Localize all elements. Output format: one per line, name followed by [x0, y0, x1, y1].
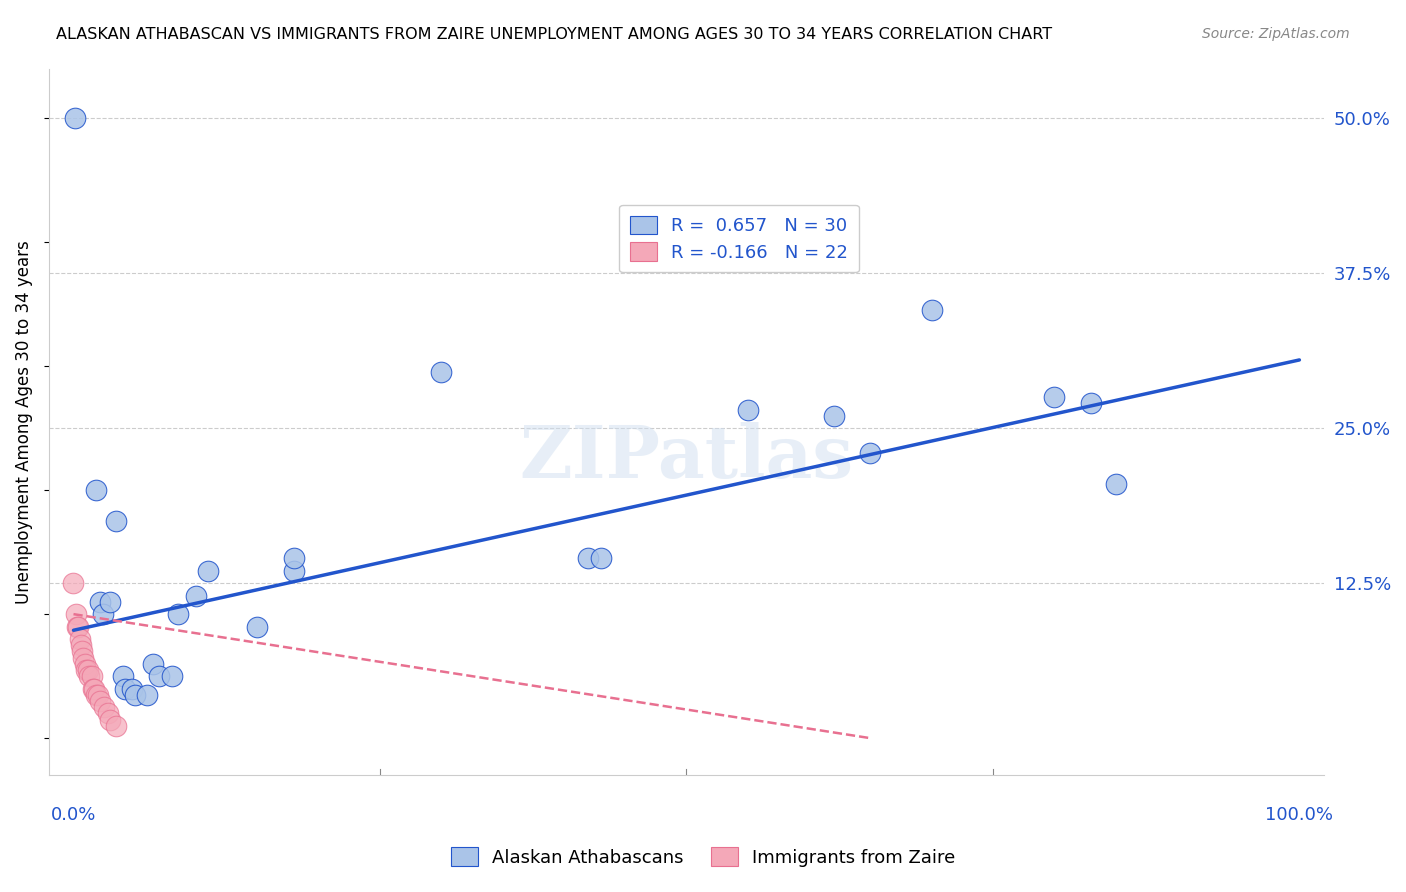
Point — [1104, 477, 1126, 491]
Point — [98, 595, 121, 609]
Point — [89, 595, 111, 609]
Legend: Alaskan Athabascans, Immigrants from Zaire: Alaskan Athabascans, Immigrants from Zai… — [443, 840, 963, 874]
Point — [93, 700, 115, 714]
Point — [111, 669, 134, 683]
Point — [83, 681, 105, 696]
Legend: R =  0.657   N = 30, R = -0.166   N = 22: R = 0.657 N = 30, R = -0.166 N = 22 — [619, 205, 859, 272]
Point — [246, 619, 269, 633]
Point — [84, 483, 107, 497]
Point — [136, 688, 159, 702]
Point — [859, 446, 882, 460]
Point — [105, 514, 128, 528]
Point — [62, 576, 84, 591]
Point — [737, 402, 759, 417]
Point — [589, 551, 612, 566]
Point — [70, 638, 93, 652]
Point — [89, 694, 111, 708]
Point — [67, 619, 90, 633]
Text: 100.0%: 100.0% — [1265, 806, 1333, 824]
Point — [823, 409, 845, 423]
Point — [87, 688, 110, 702]
Point — [79, 669, 101, 683]
Y-axis label: Unemployment Among Ages 30 to 34 years: Unemployment Among Ages 30 to 34 years — [15, 240, 32, 604]
Point — [66, 619, 89, 633]
Point — [72, 650, 94, 665]
Text: ALASKAN ATHABASCAN VS IMMIGRANTS FROM ZAIRE UNEMPLOYMENT AMONG AGES 30 TO 34 YEA: ALASKAN ATHABASCAN VS IMMIGRANTS FROM ZA… — [56, 27, 1052, 42]
Point — [73, 657, 96, 671]
Point — [148, 669, 170, 683]
Point — [80, 669, 103, 683]
Point — [576, 551, 599, 566]
Point — [921, 303, 943, 318]
Point — [1043, 390, 1066, 404]
Point — [121, 681, 143, 696]
Point — [197, 564, 219, 578]
Point — [166, 607, 188, 622]
Point — [97, 706, 120, 721]
Point — [65, 607, 87, 622]
Point — [91, 607, 114, 622]
Point — [430, 365, 453, 379]
Point — [114, 681, 136, 696]
Point — [142, 657, 165, 671]
Point — [69, 632, 91, 646]
Text: ZIPatlas: ZIPatlas — [519, 422, 853, 492]
Point — [283, 564, 305, 578]
Point — [98, 713, 121, 727]
Point — [75, 663, 97, 677]
Point — [160, 669, 183, 683]
Point — [124, 688, 146, 702]
Point — [70, 644, 93, 658]
Point — [1080, 396, 1102, 410]
Point — [82, 681, 104, 696]
Text: Source: ZipAtlas.com: Source: ZipAtlas.com — [1202, 27, 1350, 41]
Point — [283, 551, 305, 566]
Point — [105, 719, 128, 733]
Point — [63, 111, 86, 125]
Point — [184, 589, 207, 603]
Point — [77, 663, 100, 677]
Text: 0.0%: 0.0% — [51, 806, 96, 824]
Point — [84, 688, 107, 702]
